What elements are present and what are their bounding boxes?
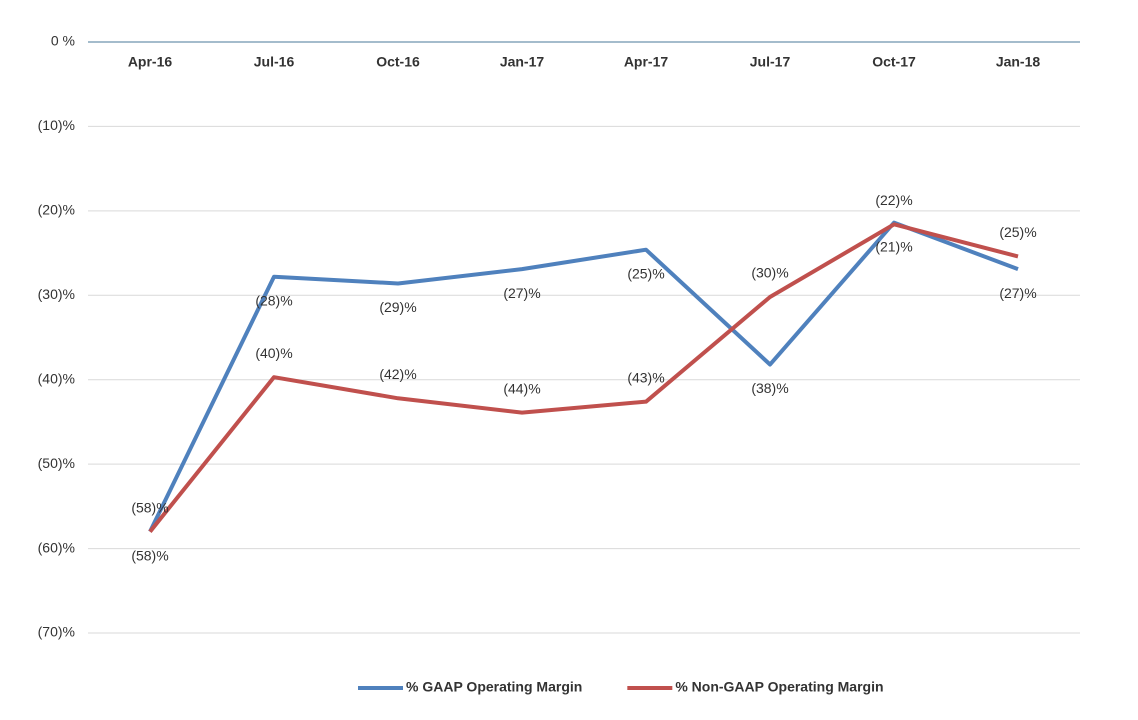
y-tick-label: (60)%	[38, 539, 75, 555]
data-label: (27)%	[999, 285, 1036, 301]
legend-label: % GAAP Operating Margin	[406, 679, 582, 695]
data-label: (22)%	[875, 192, 912, 208]
x-tick-label: Apr-16	[128, 54, 173, 70]
data-label: (43)%	[627, 369, 664, 385]
x-tick-label: Jan-18	[996, 54, 1041, 70]
x-tick-label: Jul-17	[750, 54, 791, 70]
x-tick-label: Jul-16	[254, 54, 295, 70]
x-tick-label: Jan-17	[500, 54, 545, 70]
data-label: (58)%	[131, 499, 168, 515]
y-tick-label: (40)%	[38, 370, 75, 386]
data-label: (21)%	[875, 238, 912, 254]
y-tick-label: 0 %	[51, 33, 75, 49]
x-tick-label: Oct-16	[376, 54, 420, 70]
data-label: (42)%	[379, 366, 416, 382]
data-label: (38)%	[751, 380, 788, 396]
data-label: (58)%	[131, 547, 168, 563]
data-label: (44)%	[503, 380, 540, 396]
series-line	[148, 222, 1019, 533]
legend-label: % Non-GAAP Operating Margin	[675, 679, 883, 695]
y-tick-label: (20)%	[38, 202, 75, 218]
data-label: (27)%	[503, 285, 540, 301]
data-label: (28)%	[255, 292, 292, 308]
y-tick-label: (50)%	[38, 455, 75, 471]
y-tick-label: (70)%	[38, 624, 75, 640]
x-tick-label: Apr-17	[624, 54, 669, 70]
data-label: (30)%	[751, 265, 788, 281]
y-tick-label: (30)%	[38, 286, 75, 302]
data-label: (40)%	[255, 345, 292, 361]
data-label: (25)%	[999, 224, 1036, 240]
series-line	[148, 220, 1019, 533]
x-tick-label: Oct-17	[872, 54, 916, 70]
y-tick-label: (10)%	[38, 117, 75, 133]
data-label: (25)%	[627, 265, 664, 281]
data-label: (29)%	[379, 299, 416, 315]
